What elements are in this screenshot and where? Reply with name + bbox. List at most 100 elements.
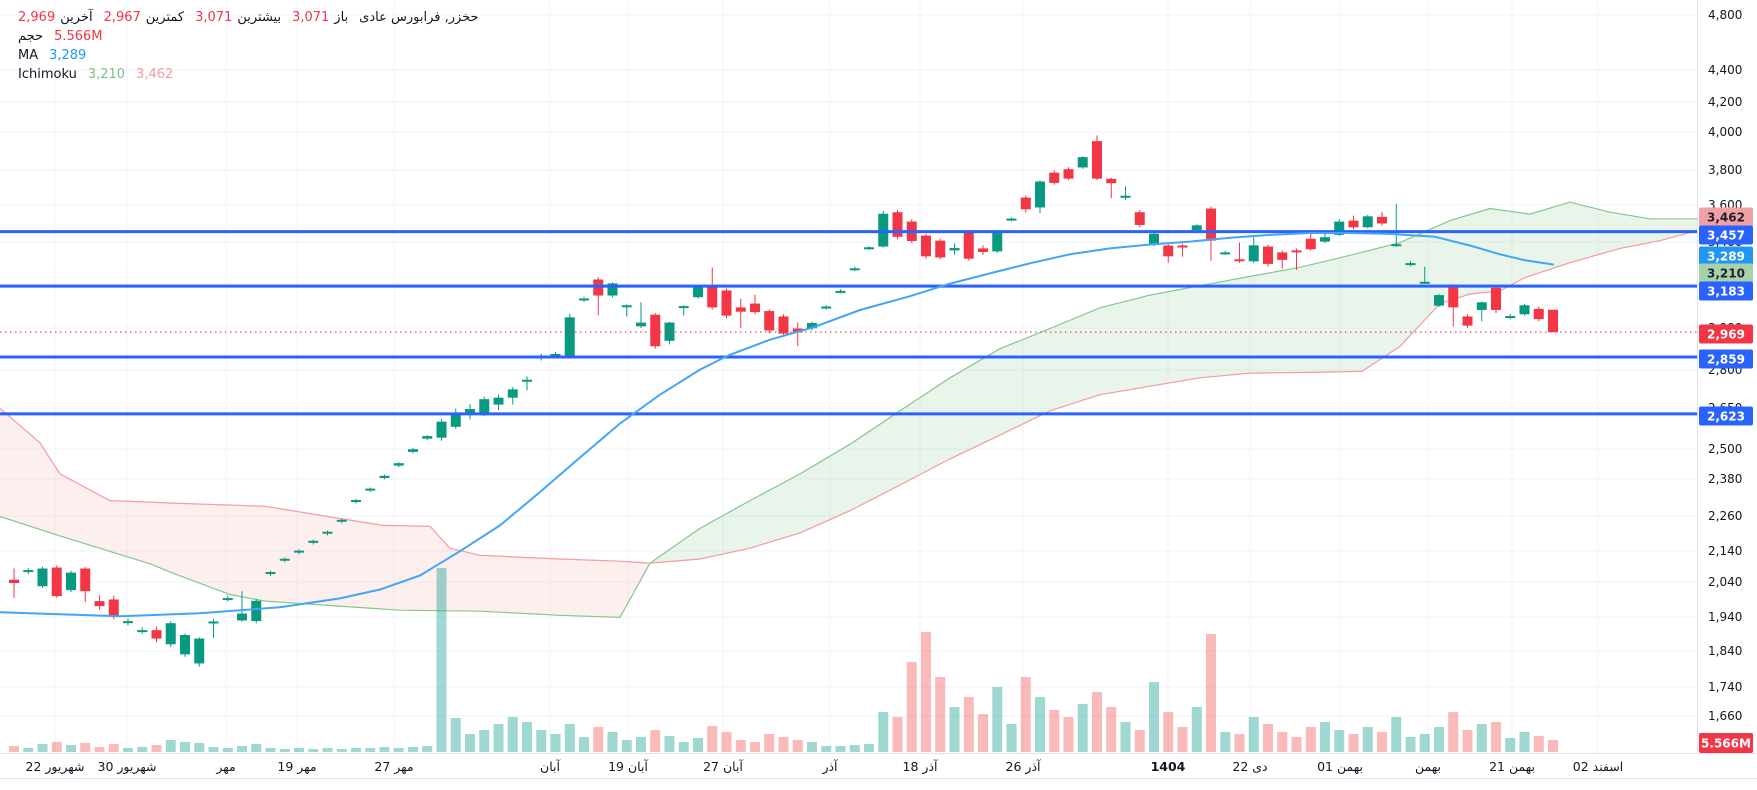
candle-body (507, 389, 518, 398)
volume-bar (450, 718, 461, 752)
candle-body (251, 600, 262, 622)
candle-body (194, 638, 205, 664)
volume-bar (9, 746, 19, 752)
volume-bar (579, 737, 589, 752)
candle-body (1077, 157, 1088, 168)
candle-body (393, 463, 404, 466)
candle-body (1434, 295, 1444, 306)
volume-bar (1092, 692, 1102, 752)
volume-bar (365, 748, 376, 752)
x-axis-label: 18 آذر (903, 759, 938, 775)
candle-body (835, 290, 846, 293)
volume-bar (1063, 717, 1074, 752)
senkou-b-line (649, 230, 1698, 564)
volume-bar (707, 726, 718, 752)
volume-bar (906, 662, 917, 752)
candle-body (450, 412, 461, 427)
volume-bar (807, 742, 817, 752)
x-axis-label: 30 شهریور (98, 759, 157, 775)
price-badge (1699, 324, 1753, 344)
volume-bar (978, 714, 988, 752)
y-axis-tick: 2,380 (1708, 472, 1742, 486)
price-badge-value: 3,183 (1707, 285, 1745, 299)
x-axis-label: آذر (821, 759, 838, 775)
price-badge (1699, 281, 1753, 301)
volume-bar (336, 749, 347, 752)
volume-bar (664, 736, 675, 752)
x-axis-label: 27 آبان (703, 759, 743, 774)
candle-body (636, 322, 646, 327)
x-axis-label: بهمن (1415, 759, 1441, 775)
bullish-cloud (650, 202, 1697, 564)
volume-bar (564, 724, 575, 752)
price-axis[interactable]: 4,8004,4004,2004,0003,8003,6003,4003,200… (1697, 0, 1757, 790)
candle-body (1035, 181, 1045, 208)
volume-bar (351, 748, 361, 752)
candle-body (864, 247, 874, 250)
volume-bar (750, 742, 760, 752)
candle-body (23, 570, 34, 573)
ichimoku-label: Ichimoku (18, 67, 77, 82)
x-axis-label: 22 شهریور (26, 759, 85, 775)
volume-bar (764, 734, 775, 752)
candle-body (1419, 281, 1430, 284)
candle-body (664, 322, 675, 341)
volume-bar (1163, 712, 1174, 752)
candle-body (265, 572, 276, 575)
x-axis-label: 01 بهمن (1317, 759, 1363, 775)
candle-body (764, 311, 775, 331)
candle-body (607, 283, 618, 296)
candle-body (1334, 221, 1345, 235)
candle-body (892, 212, 903, 237)
candle-body (1505, 316, 1516, 319)
x-axis-label: 27 مهر (374, 759, 413, 775)
candle-body (921, 235, 931, 257)
volume-bar (1362, 727, 1373, 752)
time-axis[interactable]: 22 شهریور 30 شهریور مهر 19 مهر 27 مهر آبان 19 … (0, 753, 1757, 790)
price-badge-value: 3,289 (1707, 250, 1745, 264)
candle-body (294, 550, 304, 553)
senkou-b-line (0, 407, 651, 564)
volume-bar (921, 632, 931, 752)
volume-bar (892, 717, 903, 752)
candle-body (1391, 244, 1402, 247)
volume-label: حجم (18, 29, 44, 44)
volume-bar (1320, 722, 1330, 752)
volume-bar (322, 748, 333, 752)
volume-bar (507, 717, 518, 752)
price-badge-value: 3,210 (1707, 267, 1745, 281)
volume-bar (80, 743, 91, 752)
symbol-title: حخزر, فرابورس عادی (359, 10, 479, 25)
x-axis-label: 21 بهمن (1489, 759, 1535, 775)
volume-bar (935, 677, 946, 752)
ma-label: MA (18, 48, 39, 63)
ma-value: 3,289 (49, 48, 87, 63)
candle-body (550, 353, 561, 356)
volume-bar (1334, 730, 1345, 752)
candle-body (94, 601, 105, 607)
volume-bar (66, 745, 76, 752)
volume-bar (992, 687, 1003, 752)
y-axis-tick: 2,260 (1708, 509, 1742, 523)
price-badge (1699, 225, 1753, 245)
last-pair: آخرین 2,969 (18, 10, 93, 25)
y-axis-tick: 4,800 (1708, 8, 1742, 22)
legend-ichimoku-row: Ichimoku 3,210 3,462 (18, 65, 173, 84)
volume-bar (151, 745, 162, 752)
candle-body (579, 298, 589, 301)
y-axis-tick: 4,000 (1708, 125, 1742, 139)
volume-bar (593, 727, 604, 752)
candle-body (322, 531, 333, 534)
candle-body (650, 314, 661, 347)
volume-bar (1348, 734, 1359, 752)
volume-bar (1134, 730, 1145, 752)
volume-bar (1220, 732, 1231, 752)
volume-bar (963, 697, 974, 752)
candle-body (1277, 252, 1288, 260)
legend-volume-row: حجم 5.566M (18, 27, 103, 46)
candle-body (9, 579, 19, 583)
candle-body (422, 436, 433, 439)
candle-body (180, 635, 190, 655)
ma-line (0, 232, 1554, 618)
